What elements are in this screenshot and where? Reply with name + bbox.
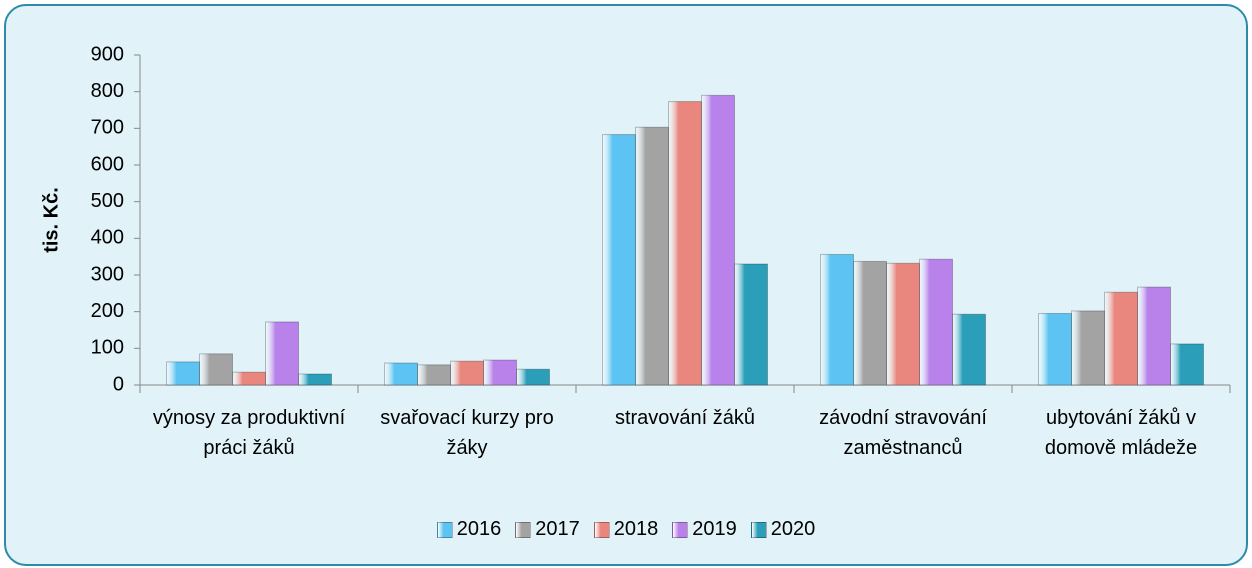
legend-label: 2017 (535, 518, 580, 540)
y-tick-label: 400 (91, 227, 124, 249)
legend-item: 2020 (750, 518, 816, 541)
x-tick-label: stravování žáků (614, 407, 756, 429)
bar (820, 253, 854, 386)
bar (635, 126, 669, 386)
bar (166, 361, 200, 386)
bar (384, 362, 418, 386)
bar (516, 368, 550, 386)
y-tick-label: 100 (91, 337, 124, 359)
y-tick-label: 900 (91, 43, 124, 65)
legend-item: 2018 (593, 518, 659, 541)
bar (1038, 313, 1072, 386)
bar (232, 371, 266, 386)
legend-item: 2016 (436, 518, 502, 541)
y-tick-label: 600 (91, 153, 124, 175)
x-tick-label: svařovací kurzy pro žáky (380, 407, 554, 459)
bar (668, 101, 702, 386)
legend-swatch (515, 521, 532, 538)
bar (886, 262, 920, 386)
x-tick-label: ubytování žáků v domově mládeže (1044, 407, 1198, 459)
bar (199, 353, 233, 386)
x-tick-label: závodní stravování zaměstnanců (819, 407, 987, 459)
legend-item: 2017 (515, 518, 580, 541)
bar (952, 313, 986, 386)
y-tick-label: 500 (91, 190, 124, 212)
legend-swatch (750, 521, 767, 538)
bar (417, 364, 451, 386)
bar (483, 359, 517, 386)
bar (265, 321, 299, 386)
y-tick-label: 300 (91, 263, 124, 285)
legend-swatch (593, 521, 610, 538)
bar (298, 373, 332, 386)
bar (734, 263, 768, 386)
legend-label: 2019 (692, 518, 737, 540)
bar (701, 94, 735, 386)
bar (853, 260, 887, 386)
y-tick-label: 700 (91, 117, 124, 139)
bar (1170, 343, 1204, 386)
legend-label: 2016 (456, 518, 502, 540)
x-tick-label: výnosy za produktivní práci žáků (152, 407, 346, 459)
y-tick-label: 800 (91, 80, 124, 102)
bar (602, 134, 636, 386)
bar (450, 360, 484, 386)
legend-swatch (436, 521, 453, 538)
legend: 2016 2017 2018 2019 2020 (0, 518, 1252, 541)
bar (1137, 286, 1171, 386)
legend-label: 2020 (770, 518, 816, 540)
bar (1104, 291, 1138, 386)
bar (919, 258, 953, 386)
y-tick-label: 200 (91, 300, 124, 322)
y-tick-label: 0 (113, 373, 124, 395)
y-axis-label: tis. Kč. (40, 187, 62, 253)
legend-label: 2018 (613, 518, 659, 540)
bar (1071, 310, 1105, 386)
legend-item: 2019 (672, 518, 737, 541)
legend-swatch (672, 521, 689, 538)
